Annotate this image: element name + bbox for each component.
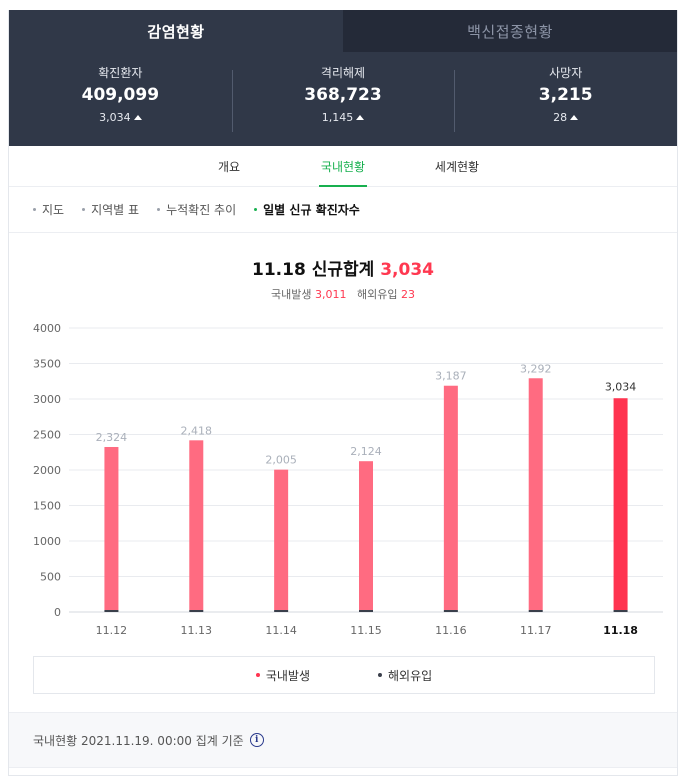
filter-label: 누적확진 추이 — [166, 203, 237, 217]
stat-label: 격리해제 — [320, 66, 366, 80]
bullet-icon — [33, 208, 36, 211]
headline-label: 신규합계 — [311, 260, 375, 280]
x-tick-label: 11.14 — [265, 624, 297, 637]
stat-label: 확진환자 — [98, 66, 143, 80]
stat-value: 368,723 — [304, 85, 382, 105]
footer-text: 국내현황 2021.11.19. 00:00 집계 기준 — [33, 733, 244, 748]
bar-overseas — [613, 610, 628, 612]
stat-confirmed: 확진환자 409,099 3,034 — [9, 64, 232, 146]
bar-overseas — [359, 610, 373, 612]
data-label: 2,324 — [96, 431, 128, 444]
x-tick-label: 11.13 — [181, 624, 213, 637]
bar-domestic — [104, 446, 119, 610]
top-tabs: 감염현황 백신접종현황 — [9, 10, 677, 52]
stat-label: 사망자 — [549, 66, 583, 80]
legend-domestic[interactable]: 국내발생 — [255, 667, 310, 684]
data-label: 3,034 — [605, 381, 637, 394]
tab-world[interactable]: 세계현황 — [434, 160, 480, 174]
overseas-value: 23 — [400, 288, 415, 301]
stat-delta-value: 3,034 — [99, 111, 131, 124]
x-tick-label: 11.17 — [520, 624, 552, 637]
stat-value: 409,099 — [81, 85, 160, 105]
stat-deaths: 사망자 3,215 28 — [454, 64, 677, 146]
filter-nav: 지도 지역별 표 누적확진 추이 일별 신규 확진자수 — [9, 187, 677, 233]
bar-overseas — [104, 610, 119, 612]
chart-legend: 국내발생 해외유입 — [33, 656, 655, 694]
bar-overseas — [443, 610, 458, 612]
stat-delta: 28 — [454, 111, 677, 124]
headline-total: 3,034 — [380, 260, 434, 280]
stat-delta: 1,145 — [232, 111, 455, 124]
bar-overseas — [528, 610, 543, 612]
y-tick-label: 3000 — [33, 393, 61, 406]
legend-dot-icon — [255, 673, 260, 677]
filter-region-table[interactable]: 지역별 표 — [82, 201, 139, 218]
y-tick-label: 3500 — [33, 358, 61, 371]
y-tick-label: 1500 — [33, 500, 61, 513]
bullet-icon — [82, 208, 86, 211]
x-tick-label: 11.18 — [603, 624, 638, 637]
tab-domestic[interactable]: 국내현황 — [286, 146, 400, 187]
tab-infection-status[interactable]: 감염현황 — [9, 10, 343, 52]
y-tick-label: 0 — [54, 606, 61, 619]
data-basis-footer: 국내현황 2021.11.19. 00:00 집계 기준 i — [9, 712, 677, 768]
data-label: 2,005 — [265, 454, 297, 467]
bar-overseas — [189, 610, 204, 612]
y-tick-label: 1000 — [33, 535, 61, 548]
stat-delta-value: 1,145 — [321, 111, 354, 124]
stat-delta: 3,034 — [9, 111, 232, 124]
tab-vaccination-status[interactable]: 백신접종현황 — [343, 10, 677, 52]
bar-domestic — [274, 469, 289, 610]
filter-label: 일별 신규 확진자수 — [263, 203, 360, 217]
filter-label: 지도 — [42, 203, 65, 217]
domestic-value: 3,011 — [315, 288, 347, 301]
y-tick-label: 2500 — [33, 429, 61, 442]
y-tick-label: 2000 — [33, 464, 61, 477]
bar-domestic — [189, 440, 204, 610]
domestic-label: 국내발생 — [271, 288, 312, 301]
legend-overseas[interactable]: 해외유입 — [378, 667, 432, 684]
overseas-label: 해외유입 — [357, 288, 398, 301]
chart-subline: 국내발생 3,011 해외유입 23 — [9, 286, 677, 302]
data-label: 2,418 — [181, 424, 213, 437]
chart-headline: 11.18 신규합계 3,034 — [9, 255, 677, 280]
filter-cumulative-trend[interactable]: 누적확진 추이 — [157, 201, 236, 218]
headline-date: 11.18 — [252, 260, 306, 280]
daily-cases-chart: 0 500 1000 1500 2000 2500 3000 3500 4000 2,324 11.… — [33, 322, 663, 637]
legend-label: 해외유입 — [388, 668, 433, 683]
up-arrow-icon — [356, 115, 365, 120]
filter-map[interactable]: 지도 — [33, 201, 64, 218]
bullet-icon — [254, 208, 258, 211]
data-label: 2,124 — [350, 445, 382, 458]
summary-panel: 감염현황 백신접종현황 확진환자 409,099 3,034 격리해제 368,… — [9, 10, 677, 146]
sub-tabs: 개요 국내현황 세계현황 — [9, 146, 677, 187]
data-label: 3,292 — [520, 362, 552, 375]
bar-domestic — [443, 385, 458, 610]
data-label: 3,187 — [435, 370, 467, 383]
tab-overview[interactable]: 개요 — [217, 160, 241, 174]
up-arrow-icon — [570, 115, 579, 120]
up-arrow-icon — [133, 115, 142, 120]
stat-value: 3,215 — [538, 85, 593, 105]
legend-label: 국내발생 — [265, 668, 310, 683]
x-tick-label: 11.15 — [350, 624, 382, 637]
bar-domestic — [613, 398, 628, 610]
bar-domestic — [528, 378, 543, 610]
bar-overseas — [274, 610, 289, 612]
filter-label: 지역별 표 — [91, 203, 140, 217]
filter-daily-new-cases[interactable]: 일별 신규 확진자수 — [254, 201, 360, 218]
legend-dot-icon — [378, 673, 382, 677]
stat-released: 격리해제 368,723 1,145 — [231, 64, 455, 146]
x-tick-label: 11.16 — [435, 624, 467, 637]
y-tick-label: 4000 — [33, 322, 61, 335]
info-icon[interactable]: i — [249, 733, 264, 747]
stats-row: 확진환자 409,099 3,034 격리해제 368,723 1,145 사망… — [9, 52, 677, 146]
stat-delta-value: 28 — [553, 111, 568, 124]
x-tick-label: 11.12 — [96, 624, 128, 637]
bar-domestic — [359, 461, 373, 610]
bullet-icon — [157, 208, 161, 211]
covid-status-card: 감염현황 백신접종현황 확진환자 409,099 3,034 격리해제 368,… — [8, 10, 678, 776]
y-tick-label: 500 — [40, 571, 61, 584]
